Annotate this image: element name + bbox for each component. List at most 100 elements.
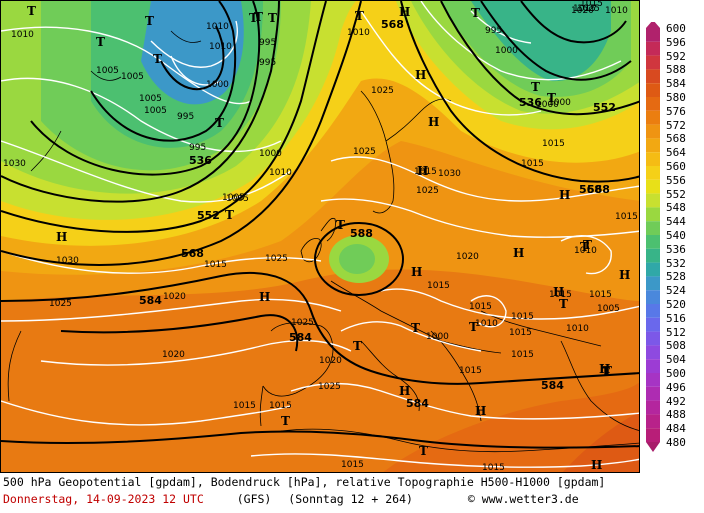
pressure-label: 1015	[427, 281, 450, 291]
legend-swatch	[646, 152, 660, 166]
legend-label: 548	[666, 201, 686, 215]
legend-swatch	[646, 138, 660, 153]
legend-label: 568	[666, 132, 686, 146]
geopotential-label: 584	[541, 379, 564, 392]
geopotential-label: 568	[181, 247, 204, 260]
legend-label: 540	[666, 229, 686, 242]
pressure-label: 1010	[269, 168, 292, 178]
legend-swatch	[646, 124, 660, 139]
legend-label: 480	[666, 436, 686, 449]
high-pressure-marker: H	[259, 290, 270, 304]
pressure-label: 1015	[469, 302, 492, 312]
legend-swatch	[646, 331, 660, 346]
pressure-label: 1020	[319, 356, 342, 366]
field-southeast	[383, 382, 639, 472]
pressure-label: 1015	[589, 290, 612, 300]
geopotential-contours	[1, 1, 639, 449]
low-pressure-marker: T	[411, 321, 420, 335]
legend-label: 484	[666, 422, 686, 436]
pressure-label: 1005	[96, 66, 119, 76]
legend-swatch	[646, 400, 660, 415]
high-pressure-marker: H	[513, 246, 524, 260]
geopotential-label: 552	[593, 101, 616, 114]
legend-label: 584	[666, 77, 686, 91]
caption-model: (GFS)	[236, 492, 272, 506]
legend-bottom-arrow	[646, 442, 660, 452]
pressure-label: 1015	[204, 260, 227, 270]
pressure-label: 1025	[371, 86, 394, 96]
caption-title: 500 hPa Geopotential [gpdam], Bodendruck…	[3, 475, 606, 489]
pressure-label: 1015	[233, 401, 256, 411]
pressure-label: 1010	[206, 22, 229, 32]
pressure-label: 1000	[259, 149, 282, 159]
pressure-label: 1015	[269, 401, 292, 411]
geopotential-label: 568	[579, 183, 602, 196]
pressure-label: 1000	[536, 100, 559, 110]
pressure-label: 1015	[482, 463, 505, 473]
geopotential-label: 568	[381, 18, 404, 31]
low-pressure-marker: T	[254, 10, 263, 24]
low-pressure-marker: T	[336, 218, 345, 232]
legend-swatch	[646, 345, 660, 360]
pressure-label: 1030	[56, 256, 79, 266]
legend-label: 532	[666, 256, 686, 270]
coastlines	[7, 30, 639, 453]
map-canvas: 1010 1005 1010 1005 1000 1010 995 995 1005 995 100…	[1, 1, 639, 473]
low-pressure-marker: T	[559, 297, 568, 311]
legend-swatch	[646, 373, 660, 387]
pressure-label: 1020	[163, 292, 186, 302]
low-pressure-marker: T	[353, 339, 362, 353]
pressure-label: 1020	[456, 252, 479, 262]
legend-top-arrow	[646, 22, 660, 28]
legend-swatch	[646, 97, 660, 111]
legend-swatch	[646, 28, 660, 42]
low-pressure-marker: T	[583, 238, 592, 252]
pressure-label: 1015	[511, 312, 534, 322]
pressure-label: 1030	[438, 169, 461, 179]
legend-swatch	[646, 235, 660, 249]
low-pressure-marker: T	[531, 80, 540, 94]
legend-swatch	[646, 386, 660, 401]
legend-label: 596	[666, 35, 686, 49]
high-pressure-marker: H	[475, 404, 486, 418]
pressure-labels: 1010 1005 1010 1005 1000 1010 995 995 1005 995 100…	[3, 1, 638, 473]
legend-swatch	[646, 207, 660, 222]
field-se-hot	[562, 412, 639, 472]
legend-swatch	[646, 428, 660, 442]
pressure-label: 995	[259, 38, 276, 48]
high-pressure-marker: H	[559, 188, 570, 202]
legend-label: 508	[666, 339, 686, 353]
legend-label: 588	[666, 63, 686, 77]
legend-bar	[646, 22, 660, 452]
geopotential-label: 568	[587, 183, 610, 196]
legend-label: 496	[666, 380, 686, 394]
pressure-label: 1005	[139, 94, 162, 104]
geopotential-label: 584	[406, 397, 429, 410]
low-pressure-marker: T	[281, 414, 290, 428]
legend-label: 524	[666, 284, 686, 298]
geopotential-label: 536	[519, 96, 542, 109]
pressure-label: 1015	[509, 328, 532, 338]
pressure-label: 1015	[542, 139, 565, 149]
low-pressure-marker: T	[603, 364, 612, 378]
pressure-label: 995	[177, 112, 194, 122]
pressure-label: 1010	[574, 246, 597, 256]
caption: 500 hPa Geopotential [gpdam], Bodendruck…	[0, 474, 640, 513]
pressure-label: 1000	[495, 46, 518, 56]
geopotential-label: 588	[350, 227, 373, 240]
low-pressure-marker: T	[580, 240, 589, 254]
legend-swatch	[646, 359, 660, 373]
low-pressure-marker: T	[153, 52, 162, 66]
legend-label: 528	[666, 270, 686, 284]
pressure-label: 1025	[416, 186, 439, 196]
legend-swatch	[646, 69, 660, 84]
high-pressure-marker: H	[399, 384, 410, 398]
pressure-label: 1005	[144, 106, 167, 116]
pressure-label: 1025	[577, 4, 600, 14]
caption-run-info: Donnerstag, 14-09-2023 12 UTC (GFS) (Son…	[3, 491, 640, 508]
pressure-label: 1015	[615, 212, 638, 222]
legend-label: 544	[666, 215, 686, 229]
color-legend: 600 596 592 588 584 580 576 572 568 564 560 556 552 5…	[644, 22, 704, 454]
high-pressure-marker: H	[591, 458, 602, 472]
high-pressure-marker: H	[599, 362, 610, 376]
